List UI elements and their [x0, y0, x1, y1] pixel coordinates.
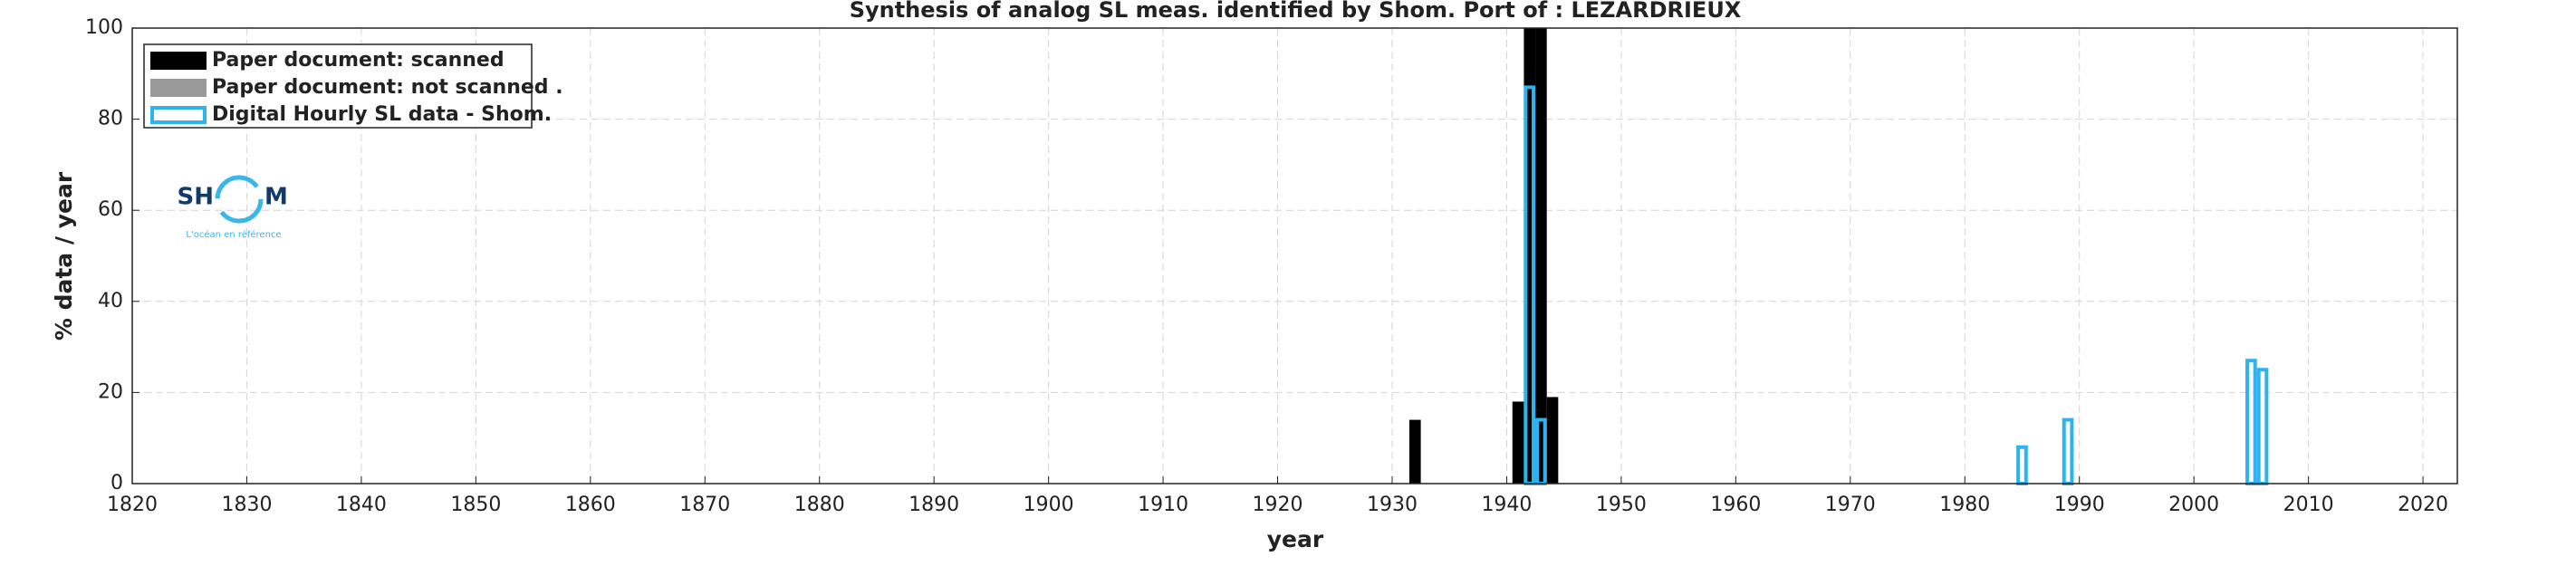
legend: Paper document: scanned Paper document: n…	[143, 43, 563, 129]
x-tick-label: 1980	[1939, 494, 1990, 516]
x-tick-label: 1880	[794, 494, 845, 516]
bar	[2245, 359, 2257, 485]
bar	[1546, 397, 1559, 484]
y-tick-label: 100	[85, 16, 123, 39]
x-tick-label: 1950	[1596, 494, 1647, 516]
legend-box	[143, 43, 533, 129]
x-tick-label: 1940	[1481, 494, 1532, 516]
logo-text: M	[264, 184, 288, 211]
y-tick-label: 0	[111, 472, 123, 494]
x-tick-label: 1970	[1825, 494, 1876, 516]
x-tick-label: 1850	[450, 494, 501, 516]
bar	[1535, 28, 1547, 484]
logo-tagline: L'océan en référence	[186, 229, 281, 240]
legend-label: Paper document: scanned	[212, 49, 505, 72]
bar	[1408, 419, 1421, 484]
bar	[2062, 417, 2074, 485]
legend-swatch	[150, 79, 207, 97]
bar	[1512, 401, 1524, 484]
legend-label: Digital Hourly SL data - Shom.	[212, 103, 552, 126]
x-tick-label: 2000	[2168, 494, 2219, 516]
legend-swatch	[150, 52, 207, 70]
y-tick-label: 80	[98, 108, 123, 130]
chart-title: Synthesis of analog SL meas. identified …	[850, 0, 1742, 23]
logo-ring	[215, 175, 264, 224]
x-tick-label: 1870	[679, 494, 730, 516]
logo: SH M L'océan en référence	[178, 175, 288, 240]
x-tick-label: 1960	[1710, 494, 1761, 516]
x-tick-label: 1910	[1138, 494, 1188, 516]
x-axis-label: year	[1267, 526, 1324, 552]
x-tick-label: 1840	[336, 494, 387, 516]
x-tick-label: 1990	[2054, 494, 2105, 516]
logo-text: SH	[178, 184, 215, 211]
x-tick-label: 1860	[565, 494, 616, 516]
x-tick-label: 1890	[908, 494, 959, 516]
x-tick-label: 1930	[1367, 494, 1418, 516]
y-axis-label: % data / year	[51, 171, 77, 341]
y-tick-label: 40	[98, 290, 123, 312]
y-tick-label: 20	[98, 380, 123, 403]
bar	[2016, 445, 2028, 486]
y-tick-label: 60	[98, 198, 123, 221]
x-tick-label: 1900	[1024, 494, 1074, 516]
x-tick-label: 2020	[2398, 494, 2448, 516]
x-tick-label: 2010	[2283, 494, 2334, 516]
legend-label: Paper document: not scanned .	[212, 76, 563, 99]
x-tick-label: 1830	[221, 494, 272, 516]
x-tick-label: 1820	[107, 494, 158, 516]
legend-swatch	[150, 106, 207, 124]
plot-frame	[131, 27, 2458, 484]
x-tick-label: 1920	[1253, 494, 1303, 516]
bar	[2256, 368, 2269, 485]
